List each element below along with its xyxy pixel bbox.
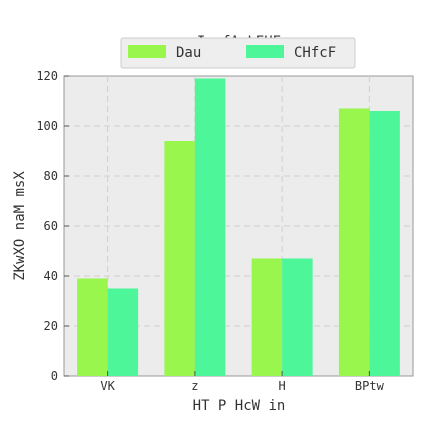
- bars: [77, 78, 400, 376]
- bar-CHfcF-BPtw: [369, 111, 400, 376]
- x-axis-label: HT P HcW in: [193, 398, 286, 414]
- bar-CHfcF-VK: [107, 288, 139, 376]
- y-tick-label: 100: [36, 119, 58, 133]
- y-tick-label: 80: [44, 169, 58, 183]
- bar-CHfcF-z: [194, 78, 226, 376]
- bar-Dau-z: [164, 141, 195, 376]
- legend: Dau CHfcF: [120, 37, 356, 69]
- legend-swatch-CHfcF: [246, 45, 284, 58]
- x-tick-label: VK: [100, 379, 115, 393]
- bar-CHfcF-H: [282, 258, 313, 376]
- x-tick-label: H: [279, 379, 286, 393]
- x-tick-label: BPtw: [355, 379, 385, 393]
- y-tick-label: 0: [51, 369, 58, 383]
- y-axis-ticks: 0 20 40 60 80 100 120: [36, 69, 69, 383]
- bar-Dau-VK: [77, 278, 108, 376]
- bar-Dau-H: [251, 258, 283, 376]
- legend-label-CHfcF: CHfcF: [294, 45, 336, 61]
- legend-label-Dau: Dau: [176, 45, 201, 61]
- legend-box: [120, 37, 356, 69]
- x-axis-ticks: VK z H BPtw: [100, 371, 385, 393]
- y-tick-label: 20: [44, 319, 58, 333]
- bar-Dau-BPtw: [338, 108, 370, 376]
- x-tick-label: z: [191, 379, 198, 393]
- y-tick-label: 60: [44, 219, 58, 233]
- y-axis-label: ZKwXO naM msX: [12, 171, 28, 281]
- y-tick-label: 120: [36, 69, 58, 83]
- y-tick-label: 40: [44, 269, 58, 283]
- legend-swatch-Dau: [128, 45, 166, 58]
